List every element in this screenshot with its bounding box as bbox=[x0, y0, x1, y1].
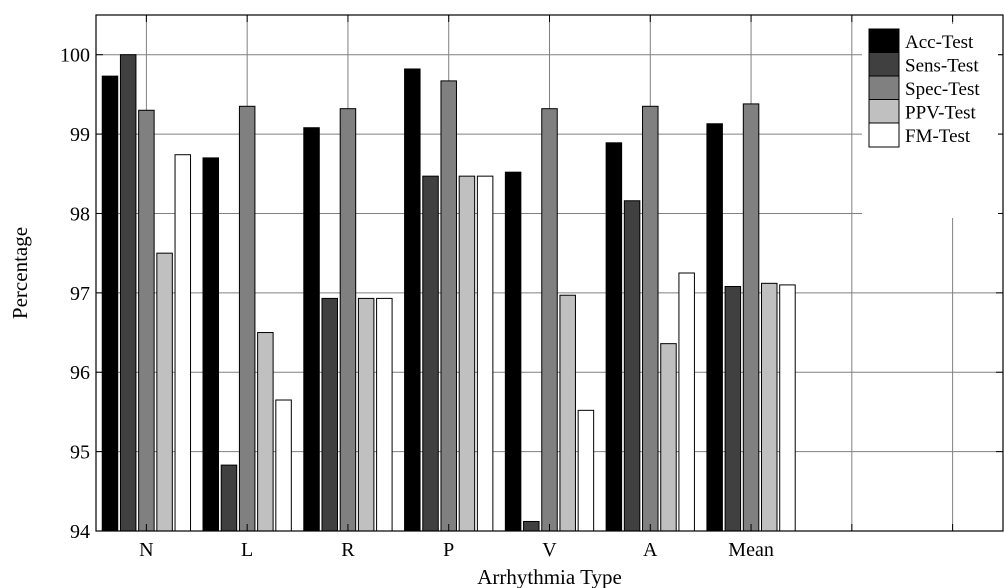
bar-ppv-test-r bbox=[357, 297, 375, 532]
bar-sens-test-r bbox=[321, 297, 338, 532]
legend-label: Sens-Test bbox=[905, 56, 979, 77]
bar-fm-test-mean bbox=[779, 284, 796, 532]
y-tick-label: 100 bbox=[60, 45, 90, 67]
x-axis-title: Arrhythmia Type bbox=[477, 565, 622, 588]
bar-fm-test-a bbox=[678, 272, 695, 532]
legend-swatch-spec-test bbox=[868, 75, 900, 101]
bars bbox=[101, 54, 796, 532]
bar-spec-test-n bbox=[138, 109, 155, 532]
y-tick-label: 96 bbox=[70, 362, 90, 384]
bar-acc-test-n bbox=[101, 75, 119, 532]
x-tick-label: A bbox=[643, 539, 658, 561]
bar-ppv-test-p bbox=[458, 175, 476, 532]
bar-ppv-test-v bbox=[559, 294, 576, 532]
x-tick-label: Mean bbox=[728, 539, 774, 561]
x-tick-label: V bbox=[542, 539, 557, 561]
x-axis-ticks: N L R P V A Mean bbox=[139, 15, 954, 561]
bar-sens-test-p bbox=[422, 175, 439, 532]
legend-swatch-acc-test bbox=[868, 28, 900, 54]
bar-acc-test-l bbox=[202, 157, 220, 532]
bar-spec-test-r bbox=[339, 108, 357, 532]
bar-acc-test-p bbox=[404, 68, 421, 532]
y-tick-label: 94 bbox=[70, 521, 90, 543]
bar-sens-test-n bbox=[119, 54, 137, 532]
bar-ppv-test-l bbox=[257, 332, 274, 532]
legend-label: FM-Test bbox=[905, 126, 971, 147]
bar-fm-test-l bbox=[275, 399, 292, 532]
bar-sens-test-mean bbox=[724, 285, 742, 532]
y-axis-title: Percentage bbox=[8, 227, 32, 319]
bar-sens-test-a bbox=[623, 200, 641, 532]
bar-acc-test-r bbox=[303, 127, 320, 532]
bar-spec-test-v bbox=[541, 108, 558, 532]
legend-swatch-sens-test bbox=[868, 52, 900, 77]
bar-fm-test-v bbox=[577, 409, 595, 532]
bar-sens-test-v bbox=[523, 520, 540, 532]
x-tick-label: L bbox=[241, 539, 253, 561]
legend-label: Spec-Test bbox=[905, 79, 980, 100]
x-tick-label: R bbox=[341, 539, 355, 561]
bar-spec-test-mean bbox=[742, 103, 760, 532]
y-tick-label: 95 bbox=[70, 442, 90, 464]
legend-swatch-fm-test bbox=[868, 122, 900, 148]
y-axis-ticks: 94 95 96 97 98 99 100 bbox=[60, 45, 1003, 543]
x-tick-label: N bbox=[139, 539, 153, 561]
bar-spec-test-p bbox=[440, 80, 457, 532]
y-tick-label: 98 bbox=[70, 203, 90, 225]
bar-spec-test-a bbox=[642, 105, 659, 532]
bar-ppv-test-a bbox=[660, 343, 677, 532]
y-tick-label: 99 bbox=[70, 124, 90, 146]
bar-fm-test-r bbox=[376, 297, 393, 532]
bar-fm-test-p bbox=[476, 175, 494, 532]
bar-ppv-test-mean bbox=[761, 282, 778, 532]
x-tick-label: P bbox=[443, 539, 454, 561]
legend-swatch-ppv-test bbox=[868, 99, 900, 124]
bar-fm-test-n bbox=[174, 154, 192, 532]
bar-ppv-test-n bbox=[156, 252, 173, 532]
legend-label: Acc-Test bbox=[905, 32, 974, 53]
bar-acc-test-v bbox=[504, 171, 522, 532]
bar-acc-test-a bbox=[605, 142, 623, 532]
bar-sens-test-l bbox=[220, 464, 238, 532]
bar-acc-test-mean bbox=[706, 123, 723, 532]
legend-label: PPV-Test bbox=[905, 103, 977, 124]
bar-spec-test-l bbox=[238, 105, 256, 532]
y-tick-label: 97 bbox=[70, 283, 90, 305]
